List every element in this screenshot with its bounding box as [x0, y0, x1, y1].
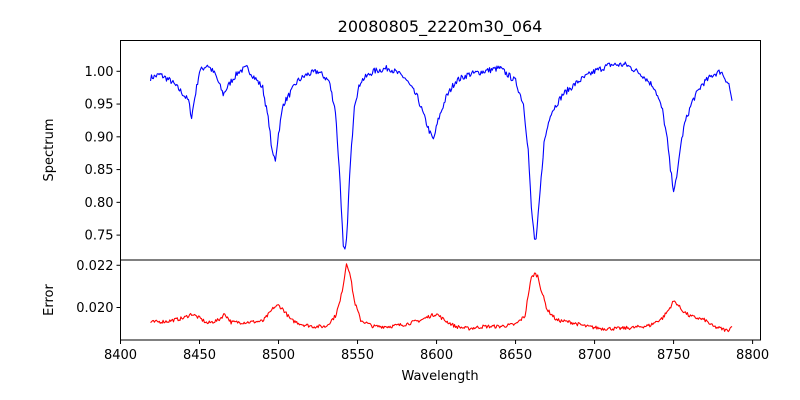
spectrum-y-tick-label: 0.85 [85, 163, 114, 178]
x-tick-label: 8800 [736, 348, 769, 363]
spectrum-series-line [149, 61, 733, 250]
x-tick-label: 8400 [104, 348, 137, 363]
error-y-tick-label: 0.022 [76, 259, 113, 274]
x-tick-label: 8650 [499, 348, 532, 363]
x-tick-label: 8500 [262, 348, 295, 363]
chart-title: 20080805_2220m30_064 [338, 17, 543, 37]
spectrum-y-tick-label: 0.75 [85, 229, 114, 244]
error-series-line [150, 263, 733, 333]
x-tick-label: 8450 [183, 348, 216, 363]
x-tick-label: 8600 [420, 348, 453, 363]
error-axes: 0.020 0.022 Error [42, 259, 761, 341]
error-y-ticks: 0.020 0.022 [76, 259, 121, 316]
x-axis-label: Wavelength [401, 369, 478, 384]
spectrum-axes: 0.75 0.80 0.85 0.90 0.95 1.00 Spectrum [42, 40, 761, 261]
error-series-group [150, 263, 733, 333]
error-y-axis-label: Error [42, 284, 57, 316]
spectrum-y-axis-label: Spectrum [42, 119, 57, 182]
x-axis-ticks: 8400 8450 8500 8550 8600 8650 8700 8750 8800 [104, 340, 769, 363]
error-y-tick-label: 0.020 [76, 301, 113, 316]
spectrum-y-ticks: 0.75 0.80 0.85 0.90 0.95 1.00 [85, 65, 121, 244]
x-tick-label: 8700 [578, 348, 611, 363]
x-tick-label: 8550 [341, 348, 374, 363]
spectrum-y-tick-label: 0.80 [85, 196, 114, 211]
x-tick-label: 8750 [657, 348, 690, 363]
spectrum-y-tick-label: 0.95 [85, 98, 114, 113]
error-axes-frame [120, 259, 761, 341]
spectrum-y-tick-label: 1.00 [85, 65, 114, 80]
spectrum-series-group [149, 61, 733, 250]
spectrum-y-tick-label: 0.90 [85, 130, 114, 145]
